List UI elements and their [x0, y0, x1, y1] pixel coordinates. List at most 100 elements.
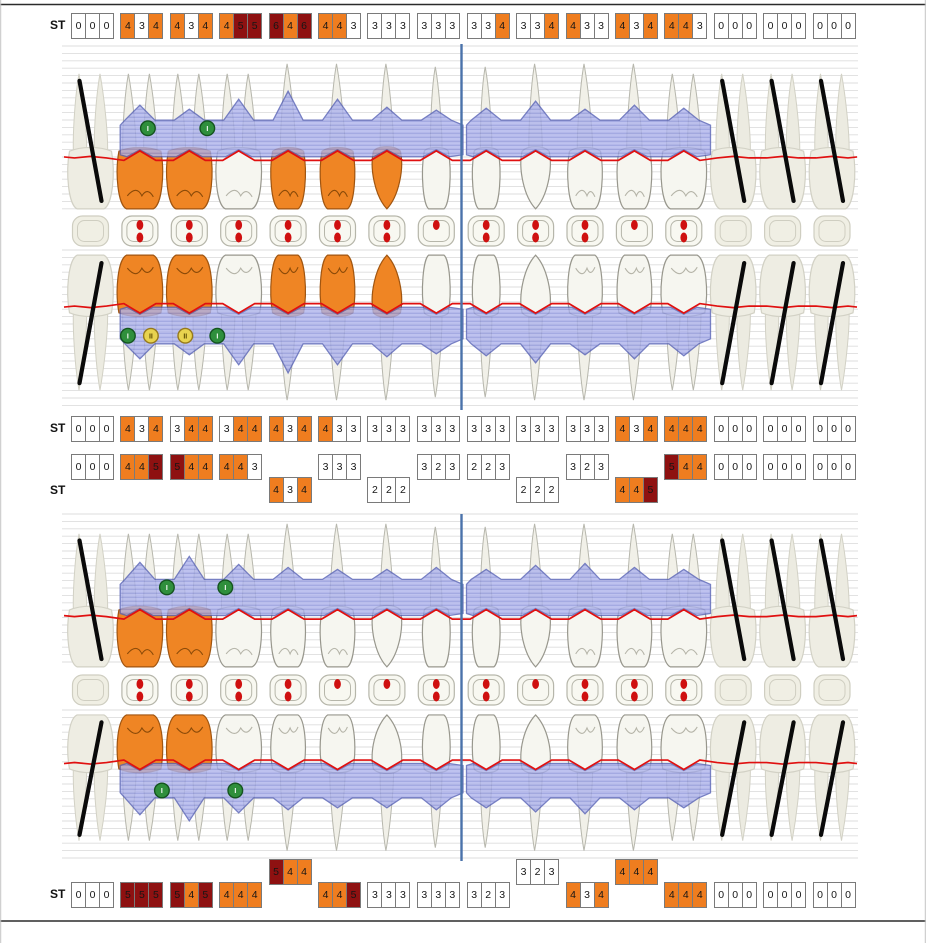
probing-depth-cell[interactable]: 0 [763, 13, 779, 39]
probing-depth-cell[interactable]: 3 [367, 13, 383, 39]
probing-depth-cell[interactable]: 3 [565, 454, 581, 480]
probing-depth-cell[interactable]: 0 [99, 882, 114, 908]
probing-depth-cell[interactable]: 2 [544, 477, 560, 503]
probing-depth-cell[interactable]: 3 [444, 416, 460, 442]
probing-depth-cell[interactable]: 0 [763, 882, 779, 908]
probing-depth-cell[interactable]: 3 [381, 13, 397, 39]
probing-depth-cell[interactable]: 3 [430, 882, 446, 908]
probing-depth-cell[interactable]: 3 [494, 454, 510, 480]
furcation-marker[interactable]: I [227, 782, 244, 799]
probing-depth-cell[interactable]: 4 [296, 477, 312, 503]
probing-depth-cell[interactable]: 4 [268, 477, 284, 503]
probing-depth-cell[interactable]: 4 [233, 416, 249, 442]
probing-depth-cell[interactable]: 2 [480, 454, 496, 480]
probing-depth-cell[interactable]: 4 [183, 882, 199, 908]
probing-depth-cell[interactable]: 3 [494, 882, 510, 908]
probing-depth-cell[interactable]: 4 [219, 882, 235, 908]
occlusal-tooth-view[interactable] [121, 215, 159, 247]
probing-depth-cell[interactable]: 0 [812, 13, 828, 39]
probing-depth-cell[interactable]: 5 [233, 13, 249, 39]
probing-depth-cell[interactable]: 0 [71, 416, 86, 442]
probing-depth-cell[interactable]: 4 [134, 454, 150, 480]
occlusal-tooth-view[interactable] [566, 674, 604, 706]
probing-depth-cell[interactable]: 0 [71, 13, 86, 39]
probing-depth-cell[interactable]: 4 [219, 454, 235, 480]
probing-depth-cell[interactable]: 3 [430, 13, 446, 39]
probing-depth-cell[interactable]: 4 [197, 416, 213, 442]
probing-depth-cell[interactable]: 3 [395, 416, 411, 442]
probing-depth-cell[interactable]: 2 [579, 454, 595, 480]
probing-depth-cell[interactable]: 3 [395, 13, 411, 39]
probing-depth-cell[interactable]: 0 [777, 882, 793, 908]
occlusal-tooth-view[interactable] [220, 215, 258, 247]
probing-depth-cell[interactable]: 0 [713, 416, 729, 442]
probing-depth-cell[interactable]: 0 [741, 13, 757, 39]
occlusal-tooth-view[interactable] [665, 674, 703, 706]
probing-depth-cell[interactable]: 2 [480, 882, 496, 908]
probing-depth-cell[interactable]: 6 [268, 13, 284, 39]
probing-depth-cell[interactable]: 0 [741, 416, 757, 442]
furcation-marker[interactable]: I [153, 782, 170, 799]
probing-depth-cell[interactable]: 4 [664, 13, 680, 39]
probing-depth-cell[interactable]: 3 [593, 454, 609, 480]
furcation-marker[interactable]: I [139, 120, 156, 137]
probing-depth-cell[interactable]: 3 [346, 13, 361, 39]
probing-depth-cell[interactable]: 4 [494, 13, 510, 39]
probing-depth-cell[interactable]: 3 [544, 416, 560, 442]
probing-depth-cell[interactable]: 3 [430, 416, 446, 442]
occlusal-tooth-view[interactable] [615, 674, 654, 706]
probing-depth-cell[interactable]: 0 [812, 416, 828, 442]
probing-depth-cell[interactable]: 3 [579, 13, 595, 39]
probing-depth-cell[interactable]: 0 [763, 454, 779, 480]
probing-depth-cell[interactable]: 4 [678, 454, 694, 480]
occlusal-tooth-view[interactable] [318, 674, 357, 706]
probing-depth-cell[interactable]: 3 [332, 454, 347, 480]
furcation-marker[interactable]: II [142, 327, 159, 344]
probing-depth-cell[interactable]: 3 [565, 416, 581, 442]
probing-depth-cell[interactable]: 4 [565, 882, 581, 908]
probing-depth-cell[interactable]: 0 [71, 882, 86, 908]
probing-depth-cell[interactable]: 3 [466, 13, 482, 39]
probing-depth-cell[interactable]: 4 [148, 416, 164, 442]
probing-depth-cell[interactable]: 0 [99, 416, 114, 442]
probing-depth-cell[interactable]: 0 [840, 416, 856, 442]
probing-depth-cell[interactable]: 5 [148, 454, 164, 480]
probing-depth-cell[interactable]: 3 [466, 882, 482, 908]
probing-depth-cell[interactable]: 0 [727, 13, 743, 39]
probing-depth-cell[interactable]: 0 [826, 13, 842, 39]
probing-depth-cell[interactable]: 4 [183, 454, 199, 480]
probing-depth-cell[interactable]: 0 [71, 454, 86, 480]
probing-depth-cell[interactable]: 3 [544, 859, 560, 885]
probing-depth-cell[interactable]: 4 [219, 13, 235, 39]
probing-depth-cell[interactable]: 3 [516, 416, 532, 442]
probing-depth-cell[interactable]: 3 [169, 416, 185, 442]
probing-depth-cell[interactable]: 4 [197, 454, 213, 480]
probing-depth-cell[interactable]: 4 [678, 416, 694, 442]
probing-depth-cell[interactable]: 3 [346, 416, 361, 442]
probing-depth-cell[interactable]: 4 [628, 859, 644, 885]
probing-depth-cell[interactable]: 0 [791, 454, 807, 480]
probing-depth-cell[interactable]: 3 [593, 416, 609, 442]
occlusal-tooth-view[interactable] [665, 215, 703, 247]
occlusal-tooth-view[interactable] [368, 215, 406, 247]
probing-depth-cell[interactable]: 4 [678, 882, 694, 908]
probing-depth-cell[interactable]: 4 [614, 859, 630, 885]
